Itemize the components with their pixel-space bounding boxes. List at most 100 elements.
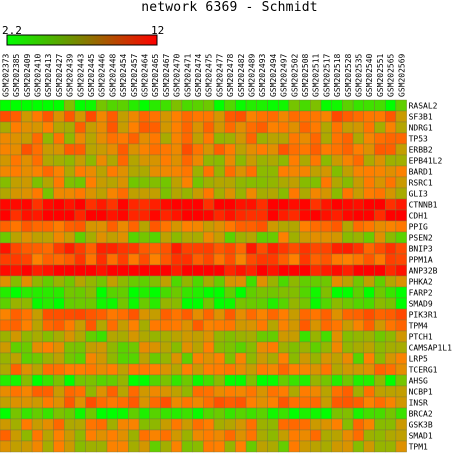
heatmap-cell	[245, 187, 258, 200]
heatmap-cell	[320, 209, 332, 222]
heatmap-cell	[203, 352, 215, 365]
heatmap-cell	[342, 319, 354, 332]
heatmap-cell	[10, 429, 22, 442]
heatmap-cell	[74, 176, 86, 189]
heatmap-cell	[310, 429, 322, 442]
heatmap-cell	[374, 132, 386, 145]
heatmap-cell	[203, 363, 215, 376]
heatmap-cell	[224, 132, 236, 145]
heatmap-cell	[320, 418, 332, 431]
heatmap-cell	[160, 363, 172, 376]
heatmap-cell	[299, 308, 311, 321]
heatmap-cell	[0, 209, 11, 222]
heatmap-cell	[149, 165, 161, 178]
heatmap-cell	[213, 264, 225, 277]
heatmap-cell	[235, 176, 247, 189]
heatmap-cell	[192, 132, 204, 145]
heatmap-cell	[63, 209, 76, 222]
heatmap-cell	[288, 187, 300, 200]
heatmap-cell	[106, 308, 118, 321]
heatmap-cell	[245, 385, 258, 398]
heatmap-cell	[149, 429, 161, 442]
heatmap-cell	[352, 143, 365, 156]
heatmap-cell	[299, 374, 311, 387]
heatmap-cell	[363, 198, 375, 211]
heatmap-cell	[395, 308, 407, 321]
heatmap-cell	[278, 352, 290, 365]
heatmap-cell	[213, 99, 225, 112]
heatmap-cell	[192, 220, 204, 233]
heatmap-cell	[21, 121, 33, 134]
heatmap-cell	[74, 286, 86, 299]
chart-title: network 6369 - Schmidt	[141, 0, 318, 15]
heatmap-cell	[0, 308, 11, 321]
heatmap-cell	[278, 121, 290, 134]
heatmap-cell	[53, 264, 65, 277]
heatmap-cell	[0, 385, 11, 398]
heatmap-cell	[395, 165, 407, 178]
heatmap-cell	[160, 341, 172, 354]
heatmap-cell	[320, 143, 332, 156]
heatmap-cell	[374, 341, 386, 354]
heatmap-cell	[299, 143, 311, 156]
heatmap-cell	[0, 363, 11, 376]
heatmap-cell	[245, 231, 258, 244]
heatmap-cell	[63, 187, 76, 200]
heatmap-cell	[192, 275, 204, 288]
heatmap-cell	[224, 330, 236, 343]
row-label: LRP5	[409, 355, 428, 364]
column-label: GSM202457	[130, 53, 139, 97]
heatmap-cell	[21, 385, 33, 398]
heatmap-cell	[53, 407, 65, 420]
heatmap-cell	[21, 154, 33, 167]
heatmap-cell	[331, 297, 343, 310]
heatmap-cell	[203, 264, 215, 277]
heatmap-cell	[128, 143, 140, 156]
heatmap-cell	[267, 198, 279, 211]
heatmap-cell	[128, 209, 140, 222]
heatmap-cell	[342, 209, 354, 222]
heatmap-cell	[310, 319, 322, 332]
heatmap-cell	[63, 132, 76, 145]
heatmap-cell	[149, 132, 161, 145]
heatmap-cell	[288, 121, 300, 134]
heatmap-cell	[0, 253, 11, 266]
heatmap-cell	[117, 187, 129, 200]
heatmap-cell	[363, 319, 375, 332]
heatmap-cell	[224, 198, 236, 211]
heatmap-cell	[278, 253, 290, 266]
heatmap-cell	[235, 418, 247, 431]
heatmap-cell	[235, 264, 247, 277]
heatmap-cell	[374, 385, 386, 398]
heatmap-cell	[117, 407, 129, 420]
heatmap-cell	[53, 143, 65, 156]
heatmap-cell	[331, 363, 343, 376]
heatmap-cell	[310, 242, 322, 255]
heatmap-cell	[267, 242, 279, 255]
heatmap-cell	[10, 165, 22, 178]
heatmap-cell	[31, 275, 43, 288]
heatmap-cell	[96, 407, 108, 420]
heatmap-cell	[192, 418, 204, 431]
heatmap-cell	[224, 187, 236, 200]
heatmap-cell	[245, 264, 258, 277]
heatmap-cell	[363, 132, 375, 145]
heatmap-cell	[224, 363, 236, 376]
heatmap-cell	[299, 363, 311, 376]
heatmap-cell	[0, 396, 11, 409]
heatmap-cell	[310, 297, 322, 310]
heatmap-cell	[256, 440, 268, 453]
heatmap-cell	[181, 99, 193, 112]
heatmap-cell	[256, 253, 268, 266]
heatmap-cell	[21, 407, 33, 420]
heatmap-cell	[203, 154, 215, 167]
heatmap-cell	[224, 440, 236, 453]
heatmap-cell	[352, 253, 365, 266]
heatmap-cell	[31, 341, 43, 354]
heatmap-cell	[363, 165, 375, 178]
heatmap-cell	[170, 286, 183, 299]
column-label: GSM202489	[247, 53, 256, 97]
heatmap-cell	[299, 440, 311, 453]
heatmap-cell	[299, 242, 311, 255]
heatmap-cell	[31, 286, 43, 299]
